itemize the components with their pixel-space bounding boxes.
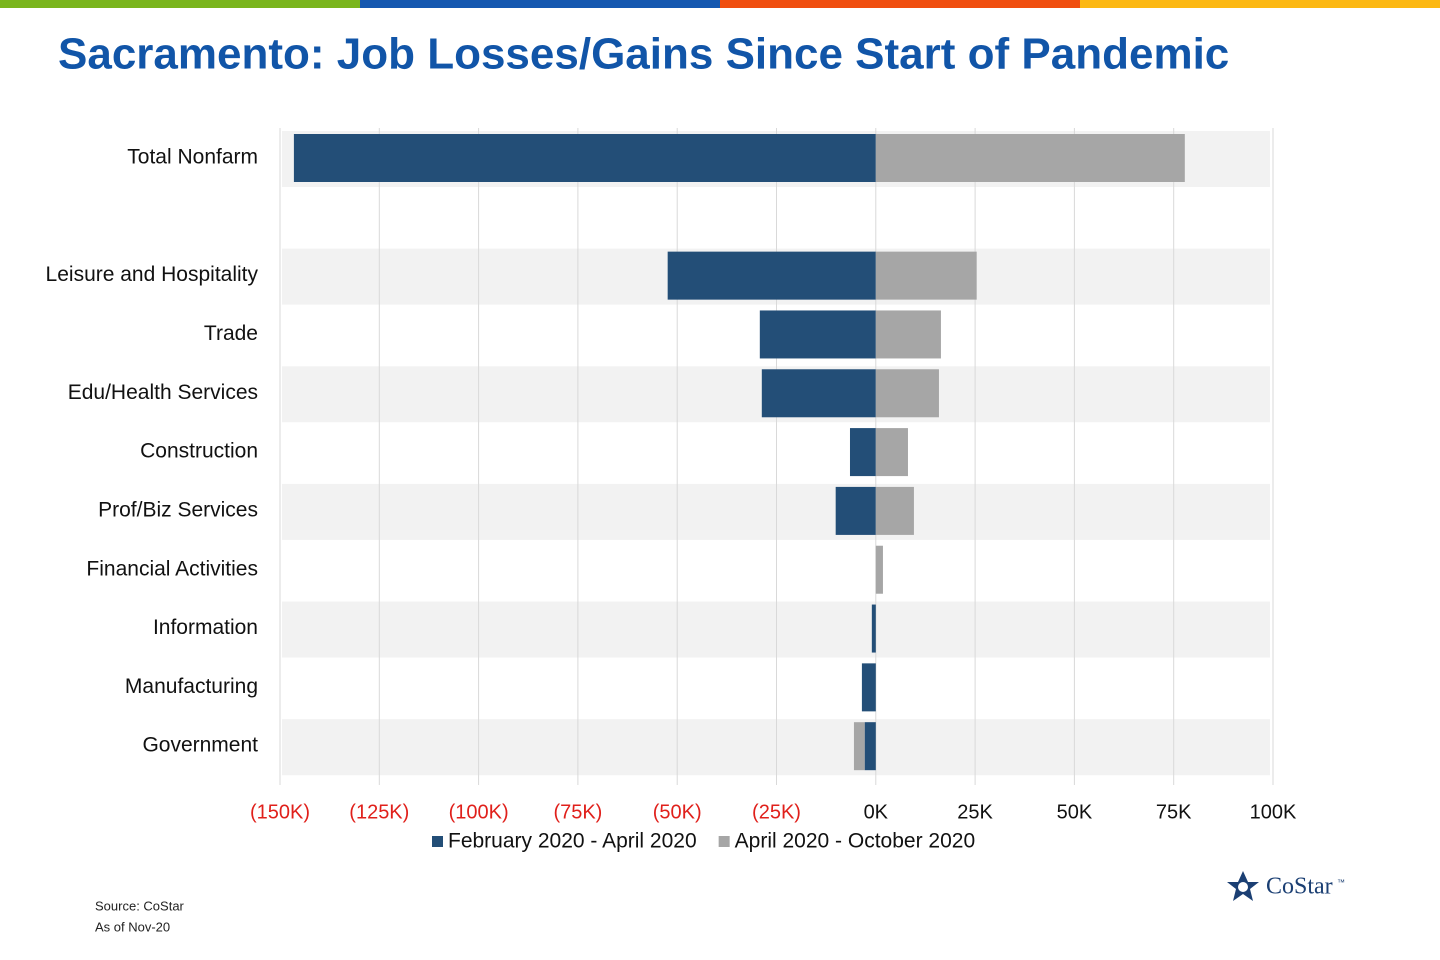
category-label: Leisure and Hospitality [46, 263, 259, 286]
bar [293, 134, 876, 182]
bar [875, 545, 883, 594]
logo: CoStar ™ [1227, 871, 1345, 901]
bar [875, 486, 914, 535]
x-tick-label: (150K) [250, 801, 310, 823]
category-label: Manufacturing [125, 675, 258, 698]
legend-label: February 2020 - April 2020 [448, 830, 697, 853]
category-label: Financial Activities [86, 557, 258, 580]
category-label: Prof/Biz Services [98, 498, 258, 521]
x-tick-label: 0K [864, 801, 889, 823]
bar [875, 310, 941, 359]
accent-stripe [360, 0, 720, 8]
bar [849, 428, 876, 477]
category-label: Edu/Health Services [68, 381, 258, 404]
bar [761, 369, 876, 418]
accent-stripe [1080, 0, 1440, 8]
chart-title: Sacramento: Job Losses/Gains Since Start… [58, 30, 1229, 79]
accent-stripe [720, 0, 1080, 8]
bar [875, 369, 939, 418]
bar [861, 663, 876, 712]
x-tick-label: (75K) [553, 801, 602, 823]
x-tick-label: 50K [1057, 801, 1093, 823]
bar [875, 134, 1185, 182]
x-tick-label: 75K [1156, 801, 1192, 823]
legend-label: April 2020 - October 2020 [735, 830, 975, 853]
x-tick-label: (100K) [449, 801, 509, 823]
bar [853, 722, 865, 771]
source-note: Source: CoStar [95, 898, 185, 913]
legend-swatch [718, 836, 730, 847]
bar [875, 428, 908, 477]
bar [864, 722, 876, 771]
plot-area: (150K) (125K) (100K) (75K) (50K) (25K) 0K 25K 50… [46, 128, 1297, 853]
logo-mark: ™ [1337, 878, 1345, 887]
category-label: Government [142, 734, 258, 757]
bar [871, 604, 876, 653]
logo-icon [1227, 871, 1259, 901]
x-tick-label: (125K) [349, 801, 409, 823]
bar [835, 486, 876, 535]
x-tick-label: (25K) [752, 801, 801, 823]
legend-swatch [432, 836, 443, 847]
bar [759, 310, 876, 359]
bar [667, 251, 876, 300]
logo-text: CoStar [1266, 874, 1333, 900]
bar [875, 251, 977, 300]
x-tick-label: (50K) [653, 801, 702, 823]
as-of-note: As of Nov-20 [95, 919, 170, 934]
category-label: Information [153, 616, 258, 639]
category-label: Construction [140, 440, 258, 463]
x-tick-label: 100K [1250, 801, 1297, 823]
x-tick-label: 25K [957, 801, 993, 823]
category-label: Trade [204, 322, 258, 345]
accent-stripe [0, 0, 360, 8]
category-label: Total Nonfarm [127, 146, 258, 169]
